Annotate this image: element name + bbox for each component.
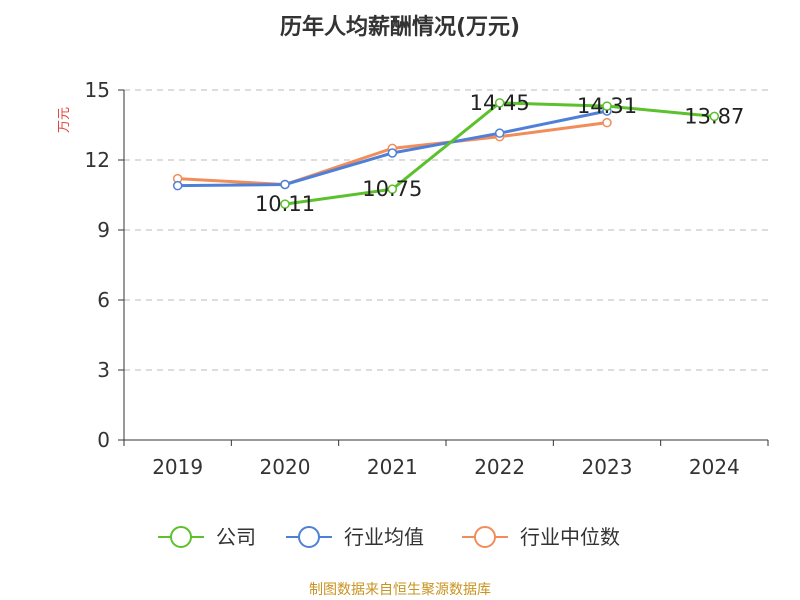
x-tick-label: 2019 [152,455,203,479]
chart-title: 历年人均薪酬情况(万元) [280,14,520,40]
legend-marker [474,526,496,548]
series-point [280,199,290,209]
source-note: 制图数据来自恒生聚源数据库 [309,582,491,598]
axes: 0 3 6 9 12 15 2019 2020 2021 2022 2023 2024 [85,78,769,479]
series-point [494,128,505,138]
series-point [387,184,398,194]
y-tick-label: 6 [97,288,110,312]
series-point [494,98,505,108]
grid-lines [124,89,768,371]
y-tick-label: 9 [97,218,110,242]
legend-label: 行业均值 [344,525,424,549]
legend-marker [298,526,320,548]
y-tick-label: 0 [97,428,110,452]
series-point [280,179,290,190]
series-point [387,148,398,158]
y-axis-label: 万元 [57,107,72,133]
data-label: 14.31 [577,94,637,118]
series-point [602,117,612,128]
legend-marker [170,526,192,548]
y-tick-label: 3 [97,358,110,382]
x-tick-label: 2021 [367,455,418,479]
x-tick-label: 2023 [582,455,633,479]
legend-label: 公司 [216,525,256,549]
x-tick-label: 2024 [689,455,740,479]
data-label: 13.87 [684,104,744,128]
data-labels: 10.11 10.75 14.45 14.31 13.87 [255,91,744,216]
series-layer [172,98,720,209]
x-tick-label: 2020 [260,455,311,479]
series-point [172,180,183,191]
y-tick-label: 12 [85,148,110,172]
series-point [709,111,720,122]
series-point [602,101,612,111]
legend: 公司 行业均值 行业中位数 [158,525,620,549]
data-label: 14.45 [470,91,530,115]
x-tick-label: 2022 [474,455,525,479]
legend-label: 行业中位数 [520,525,620,549]
y-tick-label: 15 [85,78,110,102]
data-label: 10.11 [255,192,315,216]
data-label: 10.75 [362,177,422,201]
series-line [284,101,715,206]
